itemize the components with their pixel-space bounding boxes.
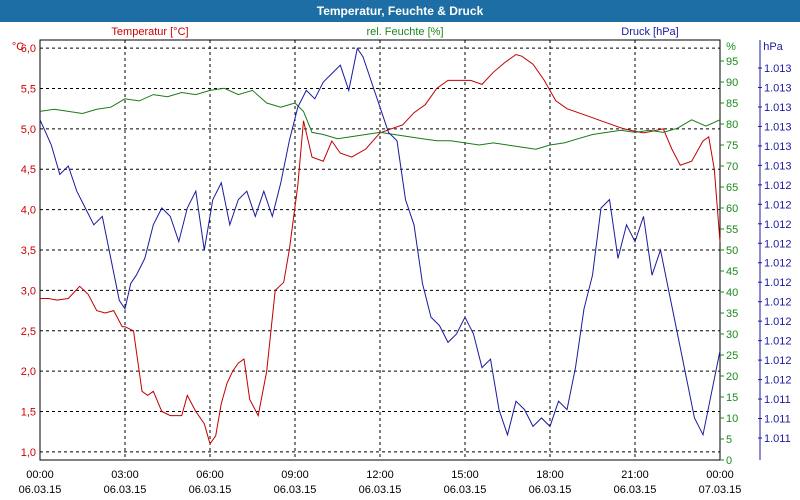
y-tick-humidity: 35 xyxy=(726,308,738,320)
x-tick-time: 09:00 xyxy=(281,469,309,481)
y-tick-humidity: 15 xyxy=(726,392,738,404)
y-tick-pressure: 1.013 xyxy=(764,160,792,172)
x-tick-time: 21:00 xyxy=(621,469,649,481)
y-tick-temperature: 5,5 xyxy=(21,83,36,95)
y-tick-pressure: 1.013 xyxy=(764,121,792,133)
grid xyxy=(40,40,720,460)
y-tick-pressure: 1.012 xyxy=(764,238,792,250)
x-tick-time: 15:00 xyxy=(451,469,479,481)
x-tick-time: 00:00 xyxy=(26,469,54,481)
y-tick-temperature: 1,5 xyxy=(21,407,36,419)
x-tick-time: 18:00 xyxy=(536,469,564,481)
axis-label-humidity: rel. Feuchte [%] xyxy=(366,26,443,38)
y-tick-pressure: 1.012 xyxy=(764,180,792,192)
x-tick-date: 06.03.15 xyxy=(189,484,232,496)
y-tick-pressure: 1.012 xyxy=(764,316,792,328)
y-tick-pressure: 1.013 xyxy=(764,63,792,75)
y-tick-humidity: 55 xyxy=(726,224,738,236)
y-tick-humidity: 70 xyxy=(726,161,738,173)
y-tick-humidity: 5 xyxy=(726,434,732,446)
y-tick-humidity: 25 xyxy=(726,350,738,362)
x-tick-date: 06.03.15 xyxy=(359,484,402,496)
series-line-temperature xyxy=(40,53,721,445)
y-tick-humidity: 20 xyxy=(726,371,738,383)
y-tick-pressure: 1.012 xyxy=(764,375,792,387)
axis-ticks: 00:00 06.03.15 03:00 06.03.15 06:00 06.03.15 0… xyxy=(19,40,792,496)
y-tick-humidity: 60 xyxy=(726,203,738,215)
y-tick-humidity: 80 xyxy=(726,119,738,131)
y-tick-pressure: 1.013 xyxy=(764,82,792,94)
y-tick-temperature: 4,5 xyxy=(21,164,36,176)
series-group xyxy=(39,47,721,445)
x-tick-time: 03:00 xyxy=(111,469,139,481)
series-line-pressure xyxy=(39,47,721,437)
y-tick-humidity: 65 xyxy=(726,182,738,194)
unit-label-temperature: °C xyxy=(12,41,24,53)
unit-label-pressure: hPa xyxy=(763,41,783,53)
window-title: Temperatur, Feuchte & Druck xyxy=(0,0,800,22)
y-tick-pressure: 1.012 xyxy=(764,277,792,289)
unit-label-humidity: % xyxy=(726,41,736,53)
x-tick-date: 06.03.15 xyxy=(444,484,487,496)
x-tick-time: 06:00 xyxy=(196,469,224,481)
y-tick-humidity: 50 xyxy=(726,245,738,257)
y-tick-humidity: 10 xyxy=(726,413,738,425)
y-tick-pressure: 1.012 xyxy=(764,258,792,270)
y-tick-temperature: 3,0 xyxy=(21,285,36,297)
y-tick-pressure: 1.011 xyxy=(764,414,791,426)
y-tick-pressure: 1.012 xyxy=(764,336,792,348)
x-tick-date: 06.03.15 xyxy=(529,484,572,496)
axis-label-temperature: Temperatur [°C] xyxy=(111,26,188,38)
y-tick-pressure: 1.011 xyxy=(764,433,791,445)
y-tick-humidity: 90 xyxy=(726,77,738,89)
x-tick-date: 06.03.15 xyxy=(104,484,147,496)
x-tick-date: 06.03.15 xyxy=(274,484,317,496)
x-tick-time: 00:00 xyxy=(706,469,734,481)
y-tick-humidity: 45 xyxy=(726,266,738,278)
y-tick-humidity: 0 xyxy=(726,455,732,467)
y-tick-temperature: 4,0 xyxy=(21,205,36,217)
y-tick-humidity: 75 xyxy=(726,140,738,152)
x-tick-date: 06.03.15 xyxy=(19,484,62,496)
y-tick-pressure: 1.013 xyxy=(764,141,792,153)
series-line-humidity xyxy=(39,87,721,150)
y-tick-pressure: 1.012 xyxy=(764,297,792,309)
y-tick-temperature: 5,0 xyxy=(21,124,36,136)
y-tick-temperature: 2,0 xyxy=(21,366,36,378)
axis-label-pressure: Druck [hPa] xyxy=(621,26,678,38)
x-tick-time: 12:00 xyxy=(366,469,394,481)
y-tick-humidity: 85 xyxy=(726,98,738,110)
y-tick-pressure: 1.013 xyxy=(764,102,792,114)
y-tick-humidity: 40 xyxy=(726,287,738,299)
y-tick-temperature: 6,0 xyxy=(21,43,36,55)
y-tick-humidity: 95 xyxy=(726,56,738,68)
y-tick-temperature: 3,5 xyxy=(21,245,36,257)
x-tick-date: 07.03.15 xyxy=(699,484,742,496)
y-tick-temperature: 1,0 xyxy=(21,447,36,459)
y-tick-pressure: 1.012 xyxy=(764,219,792,231)
y-tick-pressure: 1.012 xyxy=(764,355,792,367)
y-tick-pressure: 1.012 xyxy=(764,199,792,211)
x-tick-date: 06.03.15 xyxy=(614,484,657,496)
y-tick-humidity: 30 xyxy=(726,329,738,341)
y-tick-pressure: 1.011 xyxy=(764,394,791,406)
y-tick-temperature: 2,5 xyxy=(21,326,36,338)
